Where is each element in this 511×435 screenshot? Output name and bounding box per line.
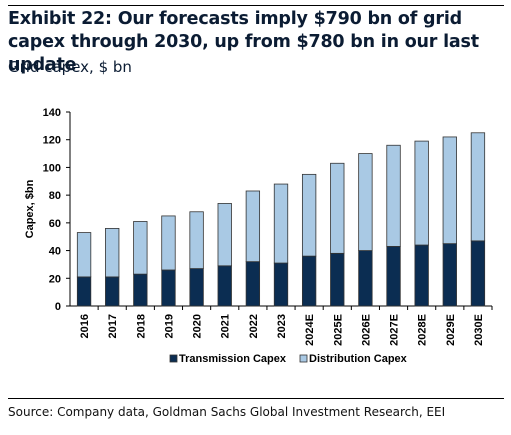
transmission-bar — [414, 244, 429, 307]
y-tick-label: 80 — [49, 190, 61, 202]
legend-transmission-label: Transmission Capex — [179, 353, 287, 365]
transmission-bar — [189, 268, 204, 307]
transmission-bar — [470, 240, 486, 307]
distribution-bar — [245, 190, 261, 263]
distribution-bar — [217, 203, 232, 267]
y-axis-title: Capex, $bn — [24, 179, 36, 238]
y-tick-label: 140 — [43, 107, 61, 119]
x-tick-label: 2027E — [389, 314, 401, 346]
x-tick-label: 2030E — [473, 314, 485, 346]
x-tick-label: 2026E — [360, 314, 372, 346]
y-tick-label: 20 — [49, 273, 61, 285]
distribution-bar — [358, 153, 373, 251]
transmission-bar — [442, 243, 457, 307]
source-note: Source: Company data, Goldman Sachs Glob… — [8, 405, 446, 419]
x-tick-label: 2016 — [79, 314, 91, 338]
transmission-bar — [217, 265, 232, 307]
legend-transmission-swatch — [169, 354, 178, 363]
distribution-bar — [301, 173, 317, 257]
transmission-bar — [358, 250, 373, 307]
top-rule — [8, 5, 504, 6]
x-tick-label: 2018 — [135, 314, 147, 338]
distribution-bar — [330, 162, 345, 254]
x-tick-label: 2025E — [332, 314, 344, 346]
legend-distribution-label: Distribution Capex — [309, 353, 408, 365]
chart-subtitle: Grid capex, $ bn — [8, 58, 132, 76]
distribution-bar — [386, 144, 401, 247]
distribution-bar — [133, 221, 148, 275]
x-tick-label: 2021 — [220, 314, 232, 338]
distribution-bar — [161, 215, 176, 271]
x-tick-label: 2024E — [304, 314, 316, 346]
distribution-bar — [470, 132, 486, 242]
chart-title: Exhibit 22: Our forecasts imply $790 bn … — [8, 9, 479, 75]
y-tick-label: 0 — [55, 301, 61, 313]
distribution-bar — [273, 183, 289, 264]
x-tick-label: 2028E — [417, 314, 429, 346]
stacked-bar-chart: 0 20 40 60 80 100 120 140 Capex, $bn 2016 2017 2018… — [24, 107, 493, 365]
y-tick-label: 40 — [49, 246, 61, 258]
x-tick-label: 2023 — [276, 314, 288, 338]
distribution-bar — [76, 232, 92, 278]
source-rule — [8, 398, 504, 399]
transmission-bar — [386, 246, 401, 307]
x-tick-label: 2019 — [163, 314, 175, 338]
transmission-bar — [105, 276, 120, 307]
transmission-bar — [330, 252, 345, 307]
x-tick-label: 2022 — [248, 314, 260, 338]
transmission-bar — [161, 269, 176, 307]
y-tick-label: 100 — [43, 162, 61, 174]
distribution-bar — [442, 136, 457, 245]
distribution-bar — [189, 211, 204, 269]
distribution-bar — [105, 227, 120, 278]
x-tick-label: 2020 — [192, 314, 204, 338]
transmission-bar — [273, 262, 289, 307]
x-tick-label: 2017 — [107, 314, 119, 338]
distribution-bar — [414, 140, 429, 246]
transmission-bar — [76, 276, 92, 307]
transmission-bar — [245, 261, 261, 307]
transmission-bar — [301, 255, 317, 307]
legend-distribution-swatch — [299, 354, 308, 363]
y-tick-label: 60 — [49, 218, 61, 230]
x-tick-label: 2029E — [445, 314, 457, 346]
transmission-bar — [133, 273, 148, 307]
y-tick-label: 120 — [43, 135, 61, 147]
